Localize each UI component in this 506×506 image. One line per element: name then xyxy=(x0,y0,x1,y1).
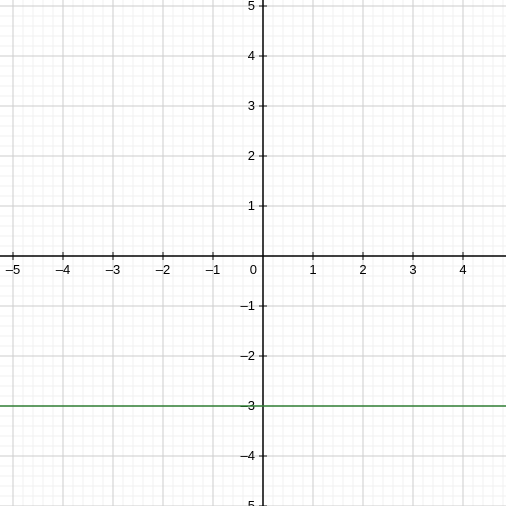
x-tick-label: –3 xyxy=(106,262,120,277)
plot-svg: –5–4–3–2–10123454321–1–2–3–4–5 xyxy=(0,0,506,506)
y-tick-label: 1 xyxy=(248,198,255,213)
x-tick-label: –2 xyxy=(156,262,170,277)
x-tick-label: –4 xyxy=(56,262,70,277)
x-tick-label: 2 xyxy=(359,262,366,277)
y-tick-label: 3 xyxy=(248,98,255,113)
coordinate-plane-chart: –5–4–3–2–10123454321–1–2–3–4–5 xyxy=(0,0,506,506)
x-tick-label: 0 xyxy=(250,262,257,277)
x-tick-label: 4 xyxy=(459,262,466,277)
x-tick-label: 3 xyxy=(409,262,416,277)
y-tick-label: 5 xyxy=(248,0,255,13)
x-tick-label: –1 xyxy=(206,262,220,277)
y-tick-label: –2 xyxy=(241,348,255,363)
y-tick-label: 4 xyxy=(248,48,255,63)
y-tick-label: –1 xyxy=(241,298,255,313)
x-tick-label: 1 xyxy=(309,262,316,277)
y-tick-label: –4 xyxy=(241,448,255,463)
y-tick-label: –5 xyxy=(241,498,255,506)
y-tick-label: 2 xyxy=(248,148,255,163)
x-tick-label: –5 xyxy=(6,262,20,277)
